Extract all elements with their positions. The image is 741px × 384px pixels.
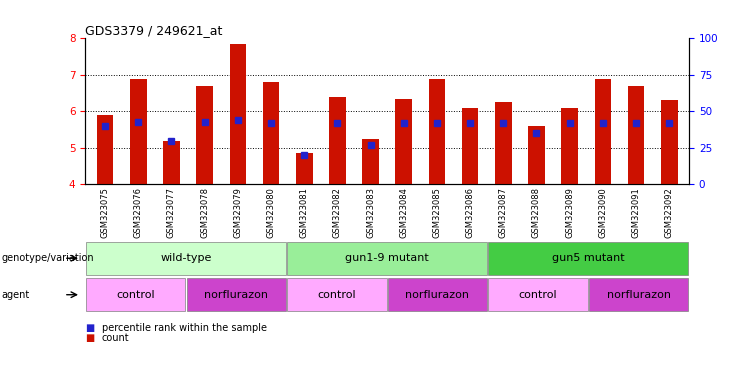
Bar: [288, 278, 387, 311]
Text: norflurazon: norflurazon: [607, 290, 671, 300]
Bar: [130, 78, 147, 184]
Text: norflurazon: norflurazon: [405, 290, 470, 300]
Bar: [187, 278, 286, 311]
Bar: [396, 99, 412, 184]
Text: norflurazon: norflurazon: [205, 290, 268, 300]
Bar: [388, 278, 487, 311]
Bar: [86, 278, 185, 311]
Bar: [196, 86, 213, 184]
Text: control: control: [519, 290, 557, 300]
Text: wild-type: wild-type: [160, 253, 211, 263]
Bar: [97, 115, 113, 184]
Bar: [562, 108, 578, 184]
Text: gun5 mutant: gun5 mutant: [552, 253, 625, 263]
Bar: [628, 86, 645, 184]
Bar: [362, 139, 379, 184]
Bar: [462, 108, 479, 184]
Bar: [589, 278, 688, 311]
Text: control: control: [318, 290, 356, 300]
Text: count: count: [102, 333, 129, 343]
Bar: [230, 44, 246, 184]
Bar: [488, 242, 688, 275]
Bar: [288, 242, 487, 275]
Bar: [296, 153, 313, 184]
Bar: [428, 78, 445, 184]
Text: control: control: [116, 290, 155, 300]
Bar: [263, 82, 279, 184]
Text: agent: agent: [1, 290, 30, 300]
Bar: [528, 126, 545, 184]
Bar: [488, 278, 588, 311]
Bar: [86, 242, 286, 275]
Bar: [329, 97, 346, 184]
Text: ■: ■: [85, 323, 94, 333]
Bar: [495, 102, 511, 184]
Text: percentile rank within the sample: percentile rank within the sample: [102, 323, 267, 333]
Text: gun1-9 mutant: gun1-9 mutant: [345, 253, 429, 263]
Bar: [163, 141, 180, 184]
Text: GDS3379 / 249621_at: GDS3379 / 249621_at: [85, 24, 222, 37]
Text: ■: ■: [85, 333, 94, 343]
Bar: [661, 101, 677, 184]
Text: genotype/variation: genotype/variation: [1, 253, 94, 263]
Bar: [594, 78, 611, 184]
